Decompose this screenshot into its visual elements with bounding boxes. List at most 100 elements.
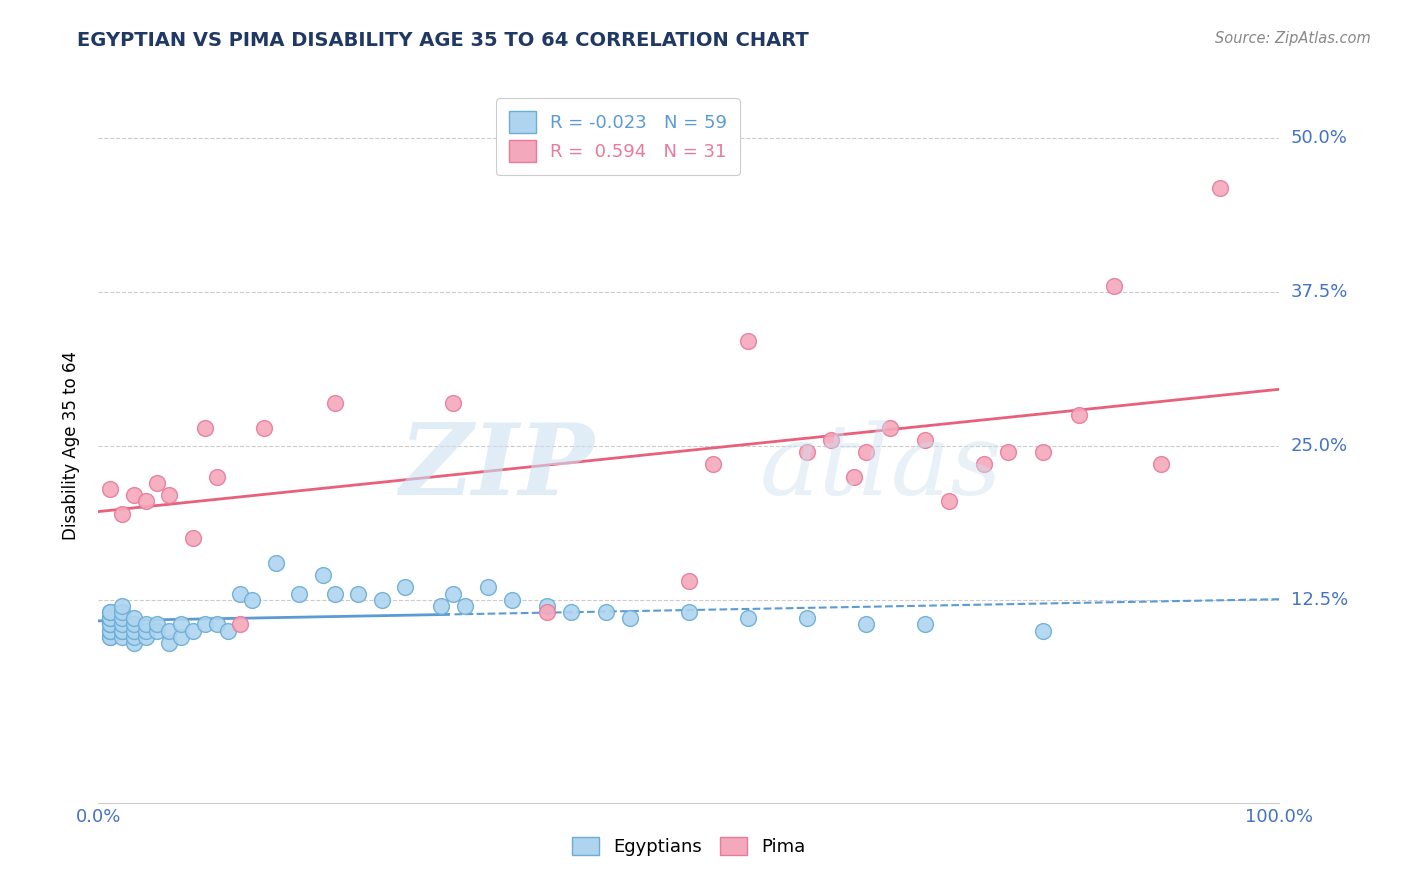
Point [240, 592, 263, 607]
Point [1067, 409, 1090, 423]
Point [98, 617, 121, 632]
Point [98, 624, 121, 638]
Point [111, 617, 134, 632]
Point [1032, 624, 1054, 638]
Point [288, 587, 311, 601]
Y-axis label: Disability Age 35 to 64: Disability Age 35 to 64 [62, 351, 80, 541]
Point [441, 396, 464, 410]
Point [205, 617, 228, 632]
Text: ZIP: ZIP [399, 419, 595, 516]
Text: 25.0%: 25.0% [1291, 437, 1348, 455]
Point [98, 605, 121, 619]
Point [111, 605, 134, 619]
Point [217, 624, 239, 638]
Point [122, 636, 145, 650]
Point [477, 581, 499, 595]
Point [253, 420, 276, 434]
Point [194, 617, 217, 632]
Point [536, 605, 558, 619]
Point [98, 482, 121, 496]
Legend: Egyptians, Pima: Egyptians, Pima [562, 828, 815, 865]
Point [229, 587, 252, 601]
Point [536, 599, 558, 613]
Point [619, 611, 641, 625]
Point [122, 611, 145, 625]
Point [312, 568, 335, 582]
Point [157, 488, 180, 502]
Point [844, 469, 866, 483]
Point [146, 475, 169, 490]
Point [98, 611, 121, 625]
Point [146, 617, 169, 632]
Point [135, 494, 157, 508]
Point [181, 624, 204, 638]
Text: Source: ZipAtlas.com: Source: ZipAtlas.com [1215, 31, 1371, 46]
Point [98, 630, 121, 644]
Point [170, 617, 193, 632]
Point [1032, 445, 1054, 459]
Point [146, 624, 169, 638]
Text: atlas: atlas [759, 420, 1002, 515]
Point [135, 624, 157, 638]
Point [737, 611, 759, 625]
Point [737, 334, 759, 349]
Point [973, 458, 995, 472]
Point [135, 617, 157, 632]
Point [430, 599, 453, 613]
Point [170, 630, 193, 644]
Point [371, 592, 394, 607]
Point [157, 636, 180, 650]
Point [323, 587, 346, 601]
Point [194, 420, 217, 434]
Point [181, 531, 204, 545]
Point [98, 624, 121, 638]
Point [122, 617, 145, 632]
Point [111, 630, 134, 644]
Point [997, 445, 1019, 459]
Point [157, 624, 180, 638]
Point [796, 445, 818, 459]
Point [678, 605, 700, 619]
Point [347, 587, 370, 601]
Point [122, 624, 145, 638]
Text: 37.5%: 37.5% [1291, 283, 1348, 301]
Point [855, 445, 877, 459]
Point [205, 469, 228, 483]
Point [595, 605, 617, 619]
Point [855, 617, 877, 632]
Point [323, 396, 346, 410]
Point [111, 507, 134, 521]
Point [1209, 180, 1232, 194]
Point [122, 488, 145, 502]
Text: EGYPTIAN VS PIMA DISABILITY AGE 35 TO 64 CORRELATION CHART: EGYPTIAN VS PIMA DISABILITY AGE 35 TO 64… [77, 31, 808, 50]
Point [98, 630, 121, 644]
Point [111, 624, 134, 638]
Point [453, 599, 475, 613]
Point [98, 605, 121, 619]
Point [111, 624, 134, 638]
Point [678, 574, 700, 589]
Point [394, 581, 416, 595]
Point [879, 420, 901, 434]
Point [98, 611, 121, 625]
Text: 12.5%: 12.5% [1291, 591, 1348, 609]
Point [702, 458, 724, 472]
Point [914, 433, 936, 447]
Point [135, 630, 157, 644]
Point [1150, 458, 1173, 472]
Point [229, 617, 252, 632]
Point [122, 630, 145, 644]
Point [501, 592, 523, 607]
Point [111, 599, 134, 613]
Point [111, 611, 134, 625]
Point [98, 617, 121, 632]
Point [796, 611, 818, 625]
Point [264, 556, 287, 570]
Point [441, 587, 464, 601]
Point [560, 605, 582, 619]
Point [938, 494, 960, 508]
Text: 50.0%: 50.0% [1291, 129, 1347, 147]
Point [914, 617, 936, 632]
Point [1102, 279, 1125, 293]
Point [820, 433, 842, 447]
